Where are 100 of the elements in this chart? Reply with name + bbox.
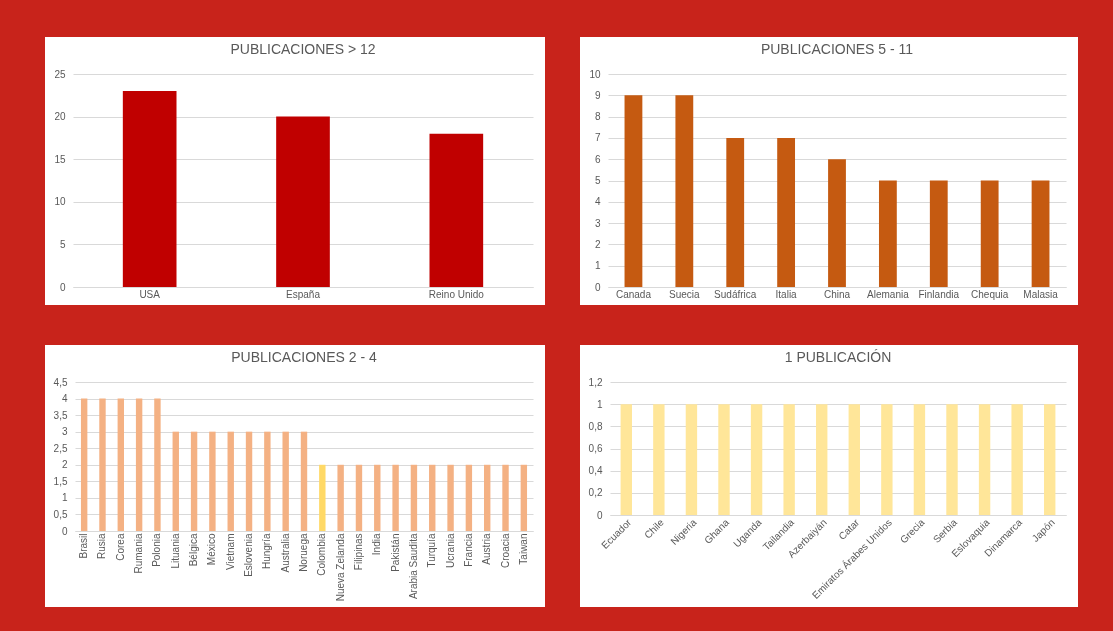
y-tick-label: 10 bbox=[54, 196, 66, 208]
y-tick-label: 4,5 bbox=[53, 376, 68, 388]
bar bbox=[154, 398, 161, 531]
y-tick-label: 0,5 bbox=[53, 508, 68, 520]
bar bbox=[929, 180, 948, 287]
bar bbox=[245, 431, 253, 531]
bar bbox=[675, 95, 694, 287]
bar bbox=[227, 431, 234, 531]
y-tick-label: 15 bbox=[54, 153, 66, 165]
x-tick-label: Malasia bbox=[1023, 288, 1059, 300]
bar bbox=[447, 464, 454, 531]
bar bbox=[429, 464, 436, 531]
y-tick-label: 2 bbox=[61, 459, 68, 471]
x-tick-label: Australia bbox=[279, 533, 291, 573]
y-tick-label: 20 bbox=[54, 111, 66, 123]
bar bbox=[337, 464, 344, 531]
x-tick-label: Colombia bbox=[316, 533, 328, 576]
bar bbox=[374, 464, 381, 531]
x-tick-label: Reino Unido bbox=[428, 288, 485, 300]
bar bbox=[726, 137, 745, 287]
x-tick-label: Ucrania bbox=[444, 533, 456, 568]
bar bbox=[520, 464, 528, 531]
bar bbox=[878, 180, 897, 287]
y-tick-label: 3 bbox=[594, 217, 601, 229]
bar bbox=[122, 91, 177, 287]
x-tick-label: USA bbox=[139, 288, 161, 300]
x-tick-label: Polonia bbox=[151, 533, 163, 567]
y-tick-label: 0 bbox=[594, 281, 601, 293]
bar bbox=[392, 464, 399, 531]
bar bbox=[410, 464, 418, 531]
bar bbox=[777, 137, 796, 287]
y-tick-label: 4 bbox=[61, 393, 68, 405]
bar bbox=[190, 431, 198, 531]
y-tick-label: 0,4 bbox=[588, 465, 603, 477]
x-tick-label: Francia bbox=[462, 533, 474, 567]
x-tick-label: Brasil bbox=[78, 533, 90, 559]
y-tick-label: 10 bbox=[589, 68, 601, 80]
x-tick-label: Noruega bbox=[298, 533, 309, 572]
x-tick-label: Nueva Zelanda bbox=[334, 533, 346, 602]
bar bbox=[980, 180, 999, 287]
y-tick-label: 0,2 bbox=[588, 487, 603, 499]
y-tick-label: 8 bbox=[594, 111, 601, 123]
x-tick-label: Vietnam bbox=[224, 533, 236, 571]
chart-title: PUBLICACIONES > 12 bbox=[230, 41, 376, 57]
x-tick-label: Arabia Saudita bbox=[407, 533, 419, 600]
bar bbox=[117, 398, 125, 531]
y-tick-label: 2,5 bbox=[53, 442, 68, 454]
x-tick-label: Finlandia bbox=[918, 288, 960, 300]
x-tick-label: Taiwan bbox=[517, 533, 529, 565]
y-tick-label: 25 bbox=[54, 68, 66, 80]
x-tick-label: India bbox=[371, 533, 383, 556]
bar bbox=[429, 133, 484, 287]
x-tick-label: Pakistán bbox=[389, 533, 401, 572]
x-tick-label: Bélgica bbox=[188, 533, 200, 567]
chart-title: 1 PUBLICACIÓN bbox=[784, 349, 892, 365]
x-tick-label: Hungría bbox=[261, 533, 273, 570]
x-tick-label: Lituania bbox=[169, 533, 181, 569]
y-tick-label: 1 bbox=[594, 260, 601, 272]
y-tick-label: 7 bbox=[594, 132, 601, 144]
y-tick-label: 0,6 bbox=[588, 443, 603, 454]
bar bbox=[1031, 180, 1050, 287]
x-tick-label: Rumania bbox=[133, 533, 145, 574]
y-tick-label: 0 bbox=[61, 525, 68, 537]
bar bbox=[172, 431, 179, 531]
x-tick-label: México bbox=[206, 533, 218, 566]
y-tick-label: 1,2 bbox=[588, 376, 603, 388]
bar bbox=[135, 398, 143, 531]
y-tick-label: 4 bbox=[594, 196, 601, 208]
bar bbox=[465, 464, 473, 531]
x-tick-label: Corea bbox=[114, 533, 126, 561]
chart-title: PUBLICACIONES 2 - 4 bbox=[231, 349, 377, 365]
bar bbox=[300, 431, 308, 531]
x-tick-label: Croacia bbox=[499, 533, 511, 568]
chart-title: PUBLICACIONES 5 - 11 bbox=[760, 41, 914, 57]
x-tick-label: Sudáfrica bbox=[714, 288, 757, 300]
x-tick-label: China bbox=[823, 288, 851, 300]
x-tick-label: Chequia bbox=[971, 288, 1009, 300]
y-tick-label: 0 bbox=[596, 509, 603, 521]
x-tick-label: Eslovenia bbox=[243, 533, 255, 577]
x-tick-label: Filipinas bbox=[352, 533, 364, 571]
bar bbox=[99, 398, 106, 531]
y-tick-label: 9 bbox=[594, 89, 601, 101]
x-tick-label: Alemania bbox=[867, 288, 910, 300]
y-tick-label: 1,5 bbox=[53, 475, 68, 487]
y-tick-label: 3,5 bbox=[53, 409, 68, 421]
x-tick-label: Rusia bbox=[96, 533, 108, 560]
bar bbox=[502, 464, 509, 531]
y-tick-label: 3 bbox=[61, 426, 68, 438]
x-tick-label: Italia bbox=[775, 288, 798, 300]
y-tick-label: 0 bbox=[59, 281, 66, 293]
y-tick-label: 1 bbox=[61, 492, 68, 504]
bar bbox=[355, 464, 363, 531]
bar bbox=[319, 464, 326, 531]
bar bbox=[264, 431, 271, 531]
y-tick-label: 5 bbox=[59, 238, 66, 250]
y-tick-label: 5 bbox=[594, 175, 601, 186]
x-tick-label: Canada bbox=[615, 288, 652, 300]
bar bbox=[209, 431, 216, 531]
bar bbox=[80, 398, 88, 531]
bar bbox=[624, 95, 643, 287]
